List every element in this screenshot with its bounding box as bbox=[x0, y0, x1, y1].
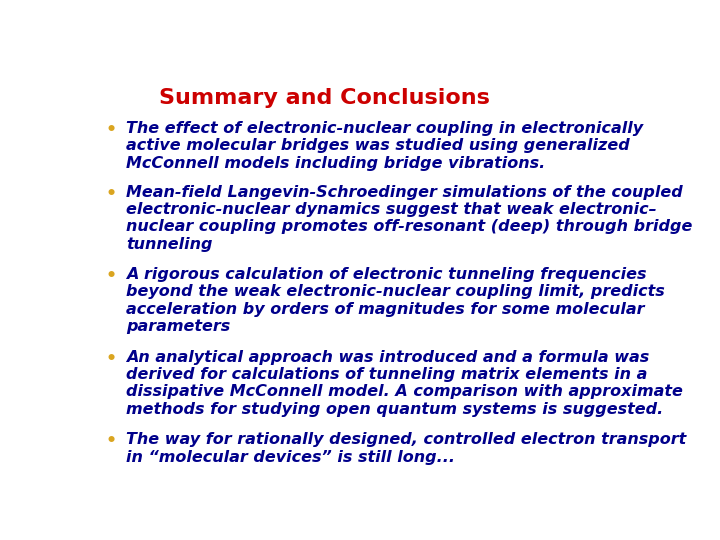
Text: •: • bbox=[106, 121, 117, 139]
Text: •: • bbox=[106, 185, 117, 202]
Text: The way for rationally designed, controlled electron transport
in “molecular dev: The way for rationally designed, control… bbox=[126, 432, 687, 464]
Text: Mean-field Langevin-Schroedinger simulations of the coupled
electronic-nuclear d: Mean-field Langevin-Schroedinger simulat… bbox=[126, 185, 693, 252]
Text: •: • bbox=[106, 350, 117, 368]
Text: An analytical approach was introduced and a formula was
derived for calculations: An analytical approach was introduced an… bbox=[126, 350, 683, 417]
Text: Summary and Conclusions: Summary and Conclusions bbox=[159, 87, 490, 107]
Text: The effect of electronic-nuclear coupling in electronically
active molecular bri: The effect of electronic-nuclear couplin… bbox=[126, 121, 644, 171]
Text: •: • bbox=[106, 267, 117, 285]
Text: A rigorous calculation of electronic tunneling frequencies
beyond the weak elect: A rigorous calculation of electronic tun… bbox=[126, 267, 665, 334]
Text: •: • bbox=[106, 432, 117, 450]
